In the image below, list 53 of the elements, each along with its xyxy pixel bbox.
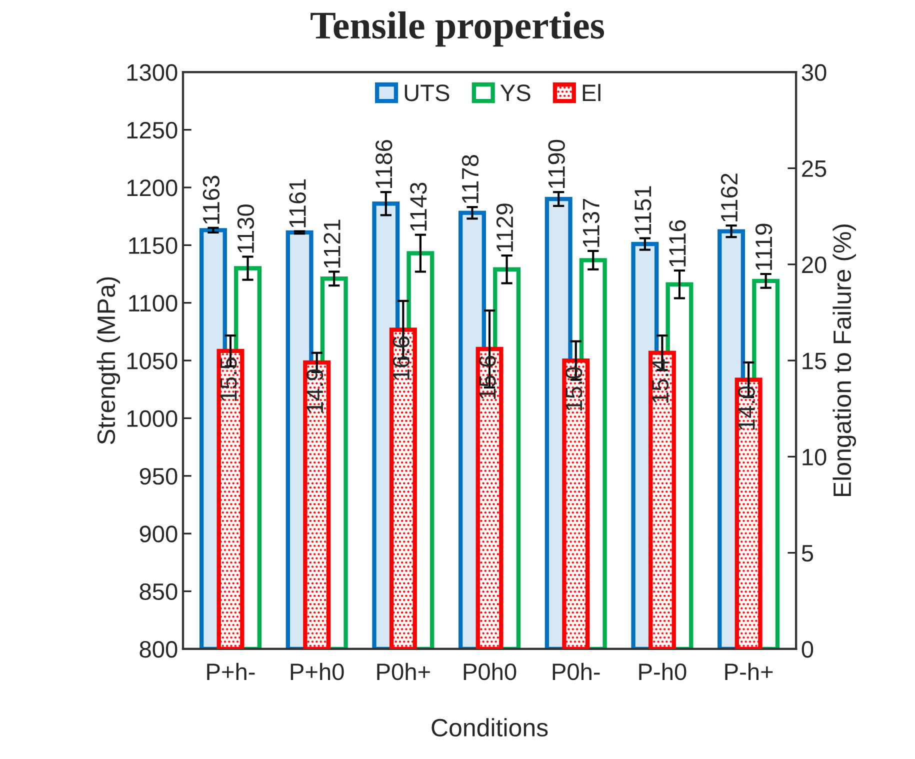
y-tick-label: 1200 bbox=[127, 180, 178, 196]
data-label: 15.5 bbox=[220, 358, 237, 401]
y2-tick-label: 15 bbox=[802, 352, 826, 370]
data-label: 14.9 bbox=[306, 369, 324, 412]
y-tick-label: 1050 bbox=[127, 352, 178, 370]
data-label: 15.0 bbox=[565, 367, 582, 410]
y2-axis-title: Elongation to Failure (%) bbox=[832, 224, 856, 496]
x-tick-label: P+h- bbox=[207, 662, 255, 680]
data-label: 15.6 bbox=[479, 356, 496, 399]
legend-label: El bbox=[582, 84, 600, 102]
data-label: 1178 bbox=[462, 155, 479, 203]
y-tick-label: 1100 bbox=[129, 294, 178, 312]
y-tick-label: 950 bbox=[140, 468, 178, 485]
y2-tick-label: 25 bbox=[802, 160, 826, 178]
data-label: 1186 bbox=[376, 140, 392, 188]
y-tick-label: 1150 bbox=[129, 237, 178, 254]
y-tick-label: 850 bbox=[140, 583, 178, 600]
legend-label: UTS bbox=[404, 84, 450, 102]
data-label: 1151 bbox=[634, 186, 652, 234]
data-label: 1121 bbox=[324, 220, 340, 268]
y-tick-label: 1300 bbox=[127, 64, 178, 81]
chart-title: Tensile properties bbox=[310, 11, 604, 47]
y2-tick-label: 10 bbox=[802, 448, 826, 466]
y-tick-label: 800 bbox=[140, 641, 178, 658]
data-label: 1162 bbox=[720, 174, 738, 222]
y2-tick-label: 20 bbox=[802, 256, 826, 274]
data-label: 1137 bbox=[582, 199, 600, 247]
data-label: 1161 bbox=[289, 179, 306, 228]
legend-label: YS bbox=[500, 84, 530, 102]
y2-tick-label: 5 bbox=[802, 545, 814, 562]
data-label: 1190 bbox=[548, 140, 565, 188]
data-label: 16.6 bbox=[392, 336, 410, 380]
x-axis-title: Conditions bbox=[432, 718, 548, 737]
data-label: 1116 bbox=[669, 220, 686, 266]
data-label: 15.4 bbox=[652, 359, 669, 403]
y2-tick-label: 0 bbox=[802, 641, 814, 658]
x-tick-label: P0h- bbox=[552, 662, 600, 680]
x-tick-label: P0h+ bbox=[377, 662, 430, 680]
x-tick-label: P+h0 bbox=[290, 662, 344, 680]
x-tick-label: P-h0 bbox=[639, 662, 686, 680]
data-label: 1119 bbox=[755, 224, 772, 270]
data-label: 1163 bbox=[202, 176, 220, 224]
y-tick-label: 1000 bbox=[127, 410, 178, 427]
y-tick-label: 900 bbox=[140, 526, 178, 542]
data-label: 14.0 bbox=[738, 386, 755, 430]
x-tick-label: P0h0 bbox=[464, 662, 516, 680]
y-axis-title: Strength (MPa) bbox=[96, 277, 120, 444]
x-tick-label: P-h+ bbox=[725, 662, 773, 680]
y2-tick-label: 30 bbox=[802, 64, 826, 81]
y-tick-label: 1250 bbox=[127, 122, 178, 139]
data-label: 1129 bbox=[496, 204, 514, 252]
data-label: 1143 bbox=[410, 182, 427, 231]
data-label: 1130 bbox=[237, 204, 254, 253]
